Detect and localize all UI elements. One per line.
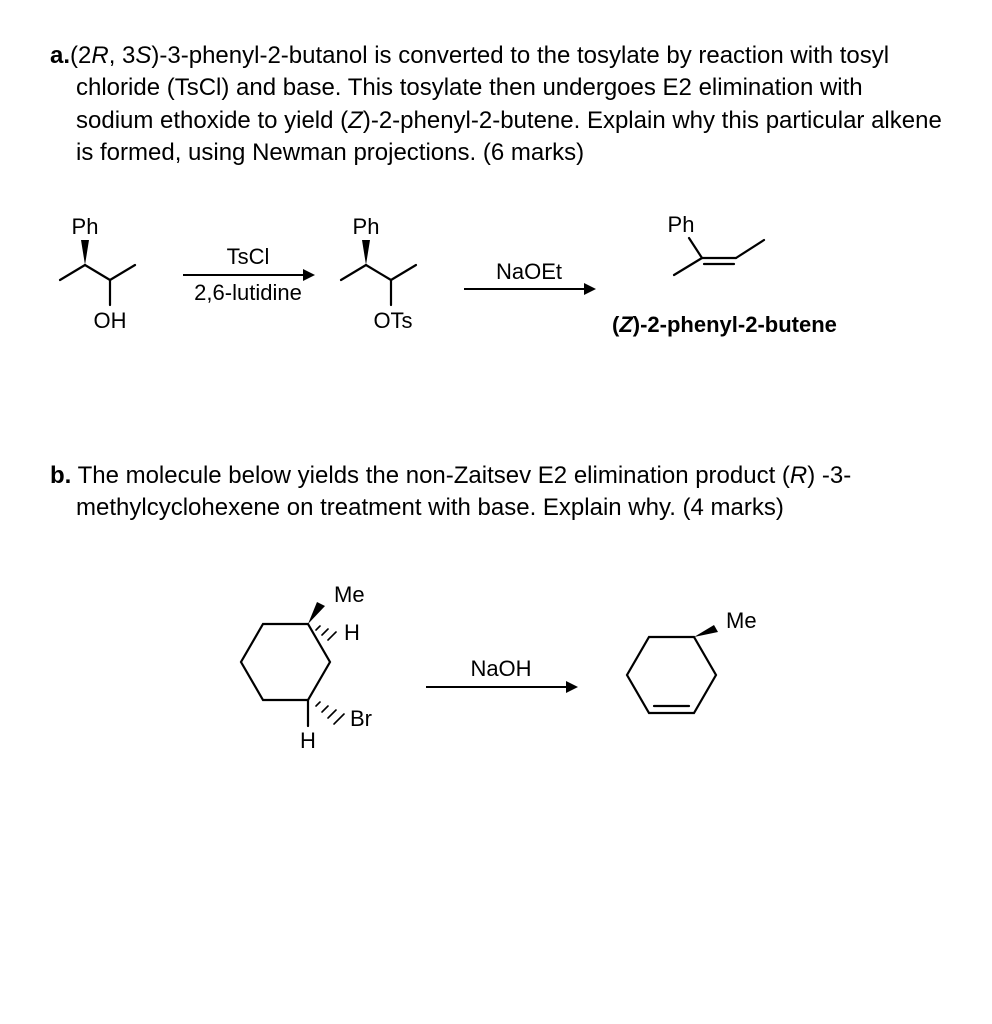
molecule-b1-svg: Me H Br H (208, 584, 408, 759)
molecule-a3: Ph (Z)-2-phenyl-2-butene (612, 210, 837, 340)
arrow-a1: TsCl 2,6-lutidine (183, 242, 313, 307)
molecule-a2: Ph OTs (331, 210, 446, 340)
arrow-a2-line (464, 288, 594, 290)
label-oh: OH (94, 308, 127, 333)
molecule-a3-svg: Ph (654, 210, 794, 300)
arrow-a2-top: NaOEt (496, 257, 562, 287)
molecule-b2: Me (594, 602, 784, 742)
question-b-label: b. (50, 462, 71, 489)
label-ph: Ph (72, 214, 99, 239)
molecule-b1: Me H Br H (208, 584, 408, 759)
question-b-text: b. The molecule below yields the non-Zai… (50, 460, 942, 525)
label-me1: Me (334, 584, 365, 607)
arrow-a1-line (183, 274, 313, 276)
molecule-a2-svg: Ph OTs (331, 210, 446, 340)
question-a: a.(2R, 3S)-3-phenyl-2-butanol is convert… (50, 40, 942, 340)
label-ph3: Ph (668, 212, 695, 237)
arrow-b: NaOH (426, 654, 576, 690)
label-h2: H (300, 728, 316, 753)
arrow-a1-top: TsCl (227, 242, 270, 272)
arrow-a1-bottom: 2,6-lutidine (194, 278, 302, 308)
arrow-b-line (426, 686, 576, 688)
molecule-b2-svg: Me (594, 602, 784, 742)
label-me2: Me (726, 608, 757, 633)
label-h1: H (344, 620, 360, 645)
label-br: Br (350, 706, 372, 731)
molecule-a1-svg: Ph OH (50, 210, 165, 340)
scheme-a: Ph OH TsCl 2,6-lutidine Ph OTs (50, 210, 942, 340)
question-a-text: a.(2R, 3S)-3-phenyl-2-butanol is convert… (50, 40, 942, 170)
arrow-a2: NaOEt (464, 257, 594, 293)
question-a-label: a. (50, 42, 70, 69)
label-ots: OTs (373, 308, 412, 333)
label-ph2: Ph (353, 214, 380, 239)
molecule-a1: Ph OH (50, 210, 165, 340)
question-b: b. The molecule below yields the non-Zai… (50, 460, 942, 760)
arrow-b-top: NaOH (470, 654, 531, 684)
product-a-label: (Z)-2-phenyl-2-butene (612, 310, 837, 340)
scheme-b: Me H Br H NaOH Me (50, 584, 942, 759)
